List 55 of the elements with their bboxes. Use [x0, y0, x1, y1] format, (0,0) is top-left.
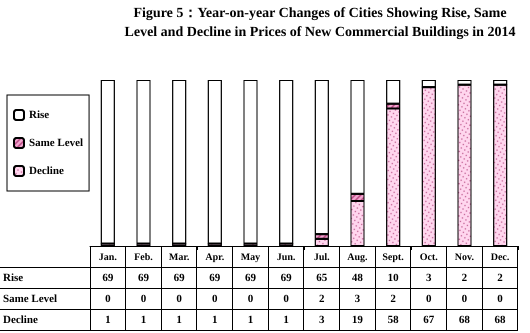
x-tick-label: Apr. [196, 246, 233, 268]
data-label: 69 [268, 268, 304, 288]
data-label: 1 [90, 310, 126, 330]
data-label: 1 [196, 310, 233, 330]
x-tick-label: Jun. [268, 246, 304, 268]
data-label: 69 [196, 268, 233, 288]
text: Decline [3, 314, 38, 326]
x-tick-label: Dec. [482, 246, 518, 268]
data-label: 0 [410, 288, 447, 310]
x-tick-label: Aug. [340, 246, 376, 268]
data-label: 48 [340, 268, 376, 288]
data-label: 67 [410, 310, 447, 330]
data-label: 10 [375, 268, 411, 288]
data-label: 68 [482, 310, 518, 330]
data-label: 0 [196, 288, 233, 310]
data-label: 0 [268, 288, 304, 310]
data-label: 58 [375, 310, 411, 330]
data-label: 2 [482, 268, 518, 288]
x-tick-label: Mar. [161, 246, 197, 268]
x-tick-label: Jan. [90, 246, 126, 268]
data-label: 0 [482, 288, 518, 310]
data-label: 68 [446, 310, 482, 330]
x-tick-label: Jul. [304, 246, 340, 268]
legend-label: Same Level [29, 137, 84, 149]
data-label: 1 [232, 310, 268, 330]
data-label: 3 [340, 288, 376, 310]
x-tick-label: Sept. [375, 246, 411, 268]
data-label: 1 [126, 310, 162, 330]
chart-title: Figure 5：Year-on-year Changes of Cities Showing Rise, Same Level and Decline in Prices of New Commercial Buildings in 2014 [124, 5, 516, 42]
data-label: 2 [304, 288, 340, 310]
data-label: 3 [410, 268, 447, 288]
legend-label: Decline [29, 165, 64, 177]
text: Rise [3, 272, 24, 284]
data-label: 1 [268, 310, 304, 330]
x-tick-label: Nov. [446, 246, 482, 268]
data-label: 2 [375, 288, 411, 310]
data-label: 65 [304, 268, 340, 288]
data-label: 69 [90, 268, 126, 288]
data-label: 1 [161, 310, 197, 330]
data-label: 0 [232, 288, 268, 310]
x-tick-label: Oct. [410, 246, 447, 268]
data-label: 69 [232, 268, 268, 288]
data-label: 3 [304, 310, 340, 330]
data-label: 0 [446, 288, 482, 310]
data-label: 69 [126, 268, 162, 288]
data-label: 69 [161, 268, 197, 288]
data-label: 0 [161, 288, 197, 310]
data-label: 0 [90, 288, 126, 310]
legend-label: Rise [29, 109, 50, 121]
data-label: 0 [126, 288, 162, 310]
text: Same Level [3, 293, 58, 305]
data-label: 2 [446, 268, 482, 288]
data-label: 19 [340, 310, 376, 330]
x-tick-label: May [232, 246, 268, 268]
x-tick-label: Feb. [126, 246, 162, 268]
